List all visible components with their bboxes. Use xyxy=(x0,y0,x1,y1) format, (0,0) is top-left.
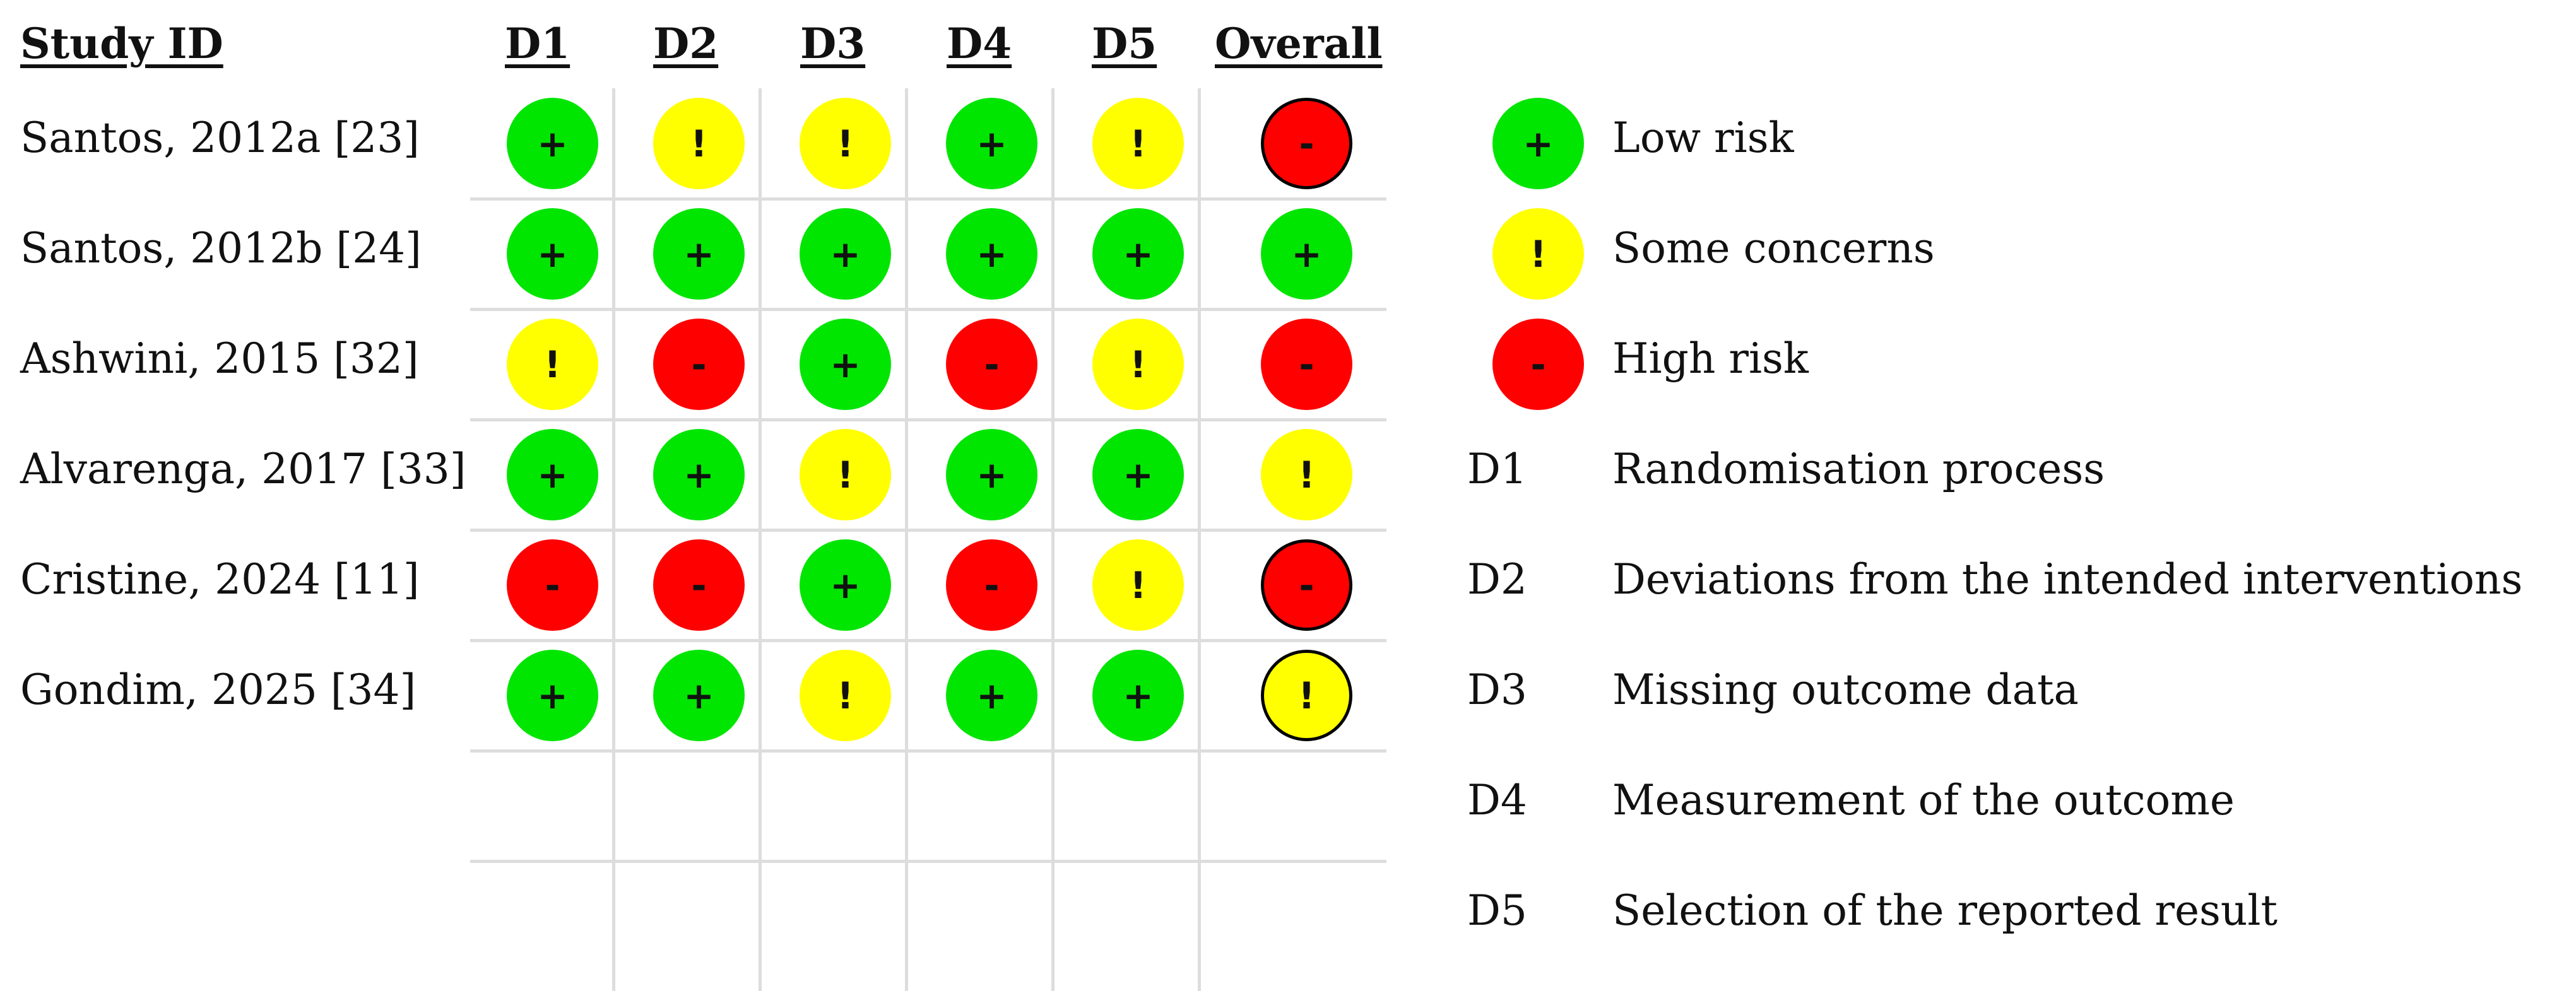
judgement-dot: ! xyxy=(1092,98,1184,189)
overall-dot: - xyxy=(1261,319,1352,410)
judgement-dot: + xyxy=(507,429,598,520)
grid-line-vertical xyxy=(905,88,908,991)
header-d5: D5 xyxy=(1092,19,1157,68)
header-d3: D3 xyxy=(800,19,866,68)
grid-line-vertical xyxy=(612,88,615,991)
judgement-dot: + xyxy=(1092,208,1184,300)
judgement-dot: ! xyxy=(507,319,598,410)
domain-label: Measurement of the outcome xyxy=(1612,776,2235,824)
judgement-dot: ! xyxy=(800,650,891,741)
legend-low-risk-dot: + xyxy=(1492,98,1584,189)
grid-line-vertical xyxy=(1051,88,1055,991)
judgement-dot: + xyxy=(653,208,745,300)
overall-dot: + xyxy=(1261,208,1352,300)
judgement-dot: - xyxy=(653,319,745,410)
study-label: Gondim, 2025 [34] xyxy=(20,666,417,714)
study-label: Santos, 2012b [24] xyxy=(20,224,422,273)
overall-dot: ! xyxy=(1261,429,1352,520)
judgement-dot: - xyxy=(946,539,1037,631)
header-d4: D4 xyxy=(947,19,1012,68)
judgement-dot: ! xyxy=(653,98,745,189)
legend-high-risk-dot: - xyxy=(1492,319,1584,410)
overall-dot: - xyxy=(1261,539,1352,631)
judgement-dot: - xyxy=(946,319,1037,410)
judgement-dot: + xyxy=(507,208,598,300)
domain-code: D1 xyxy=(1467,445,1527,493)
overall-dot: - xyxy=(1261,98,1352,189)
study-label: Santos, 2012a [23] xyxy=(20,114,420,162)
grid-line-horizontal xyxy=(470,749,1386,753)
header-d1: D1 xyxy=(505,19,570,68)
judgement-dot: ! xyxy=(1092,319,1184,410)
judgement-dot: + xyxy=(946,650,1037,741)
judgement-dot: + xyxy=(507,98,598,189)
judgement-dot: + xyxy=(800,539,891,631)
judgement-dot: + xyxy=(946,98,1037,189)
study-label: Cristine, 2024 [11] xyxy=(20,555,420,604)
domain-label: Deviations from the intended interventio… xyxy=(1612,555,2523,604)
judgement-dot: - xyxy=(653,539,745,631)
judgement-dot: - xyxy=(507,539,598,631)
header-d2: D2 xyxy=(653,19,719,68)
header-overall: Overall xyxy=(1215,19,1383,68)
study-label: Ashwini, 2015 [32] xyxy=(20,334,419,383)
grid-line-horizontal xyxy=(470,197,1386,201)
grid-line-vertical xyxy=(1198,88,1201,991)
domain-label: Selection of the reported result xyxy=(1612,886,2278,935)
domain-label: Missing outcome data xyxy=(1612,666,2079,714)
judgement-dot: + xyxy=(800,319,891,410)
domain-code: D4 xyxy=(1467,776,1527,824)
judgement-dot: ! xyxy=(800,429,891,520)
judgement-dot: + xyxy=(653,429,745,520)
grid-line-vertical xyxy=(759,88,762,991)
grid-line-horizontal xyxy=(470,639,1386,642)
grid-line-horizontal xyxy=(470,529,1386,532)
legend-some-concerns-label: Some concerns xyxy=(1612,224,1935,273)
domain-code: D5 xyxy=(1467,886,1527,935)
overall-dot: ! xyxy=(1261,650,1352,741)
domain-code: D3 xyxy=(1467,666,1527,714)
judgement-dot: + xyxy=(946,208,1037,300)
grid-line-horizontal xyxy=(470,308,1386,311)
legend-high-risk-label: High risk xyxy=(1612,334,1809,383)
judgement-dot: + xyxy=(1092,650,1184,741)
study-label: Alvarenga, 2017 [33] xyxy=(20,445,466,493)
domain-label: Randomisation process xyxy=(1612,445,2105,493)
judgement-dot: ! xyxy=(800,98,891,189)
judgement-dot: + xyxy=(653,650,745,741)
judgement-dot: + xyxy=(800,208,891,300)
header-study-id: Study ID xyxy=(20,19,223,68)
judgement-dot: + xyxy=(946,429,1037,520)
legend-low-risk-label: Low risk xyxy=(1612,114,1794,162)
grid-line-horizontal xyxy=(470,418,1386,421)
judgement-dot: + xyxy=(507,650,598,741)
legend-some-concerns-dot: ! xyxy=(1492,208,1584,300)
judgement-dot: + xyxy=(1092,429,1184,520)
grid-line-horizontal xyxy=(470,860,1386,863)
judgement-dot: ! xyxy=(1092,539,1184,631)
domain-code: D2 xyxy=(1467,555,1527,604)
